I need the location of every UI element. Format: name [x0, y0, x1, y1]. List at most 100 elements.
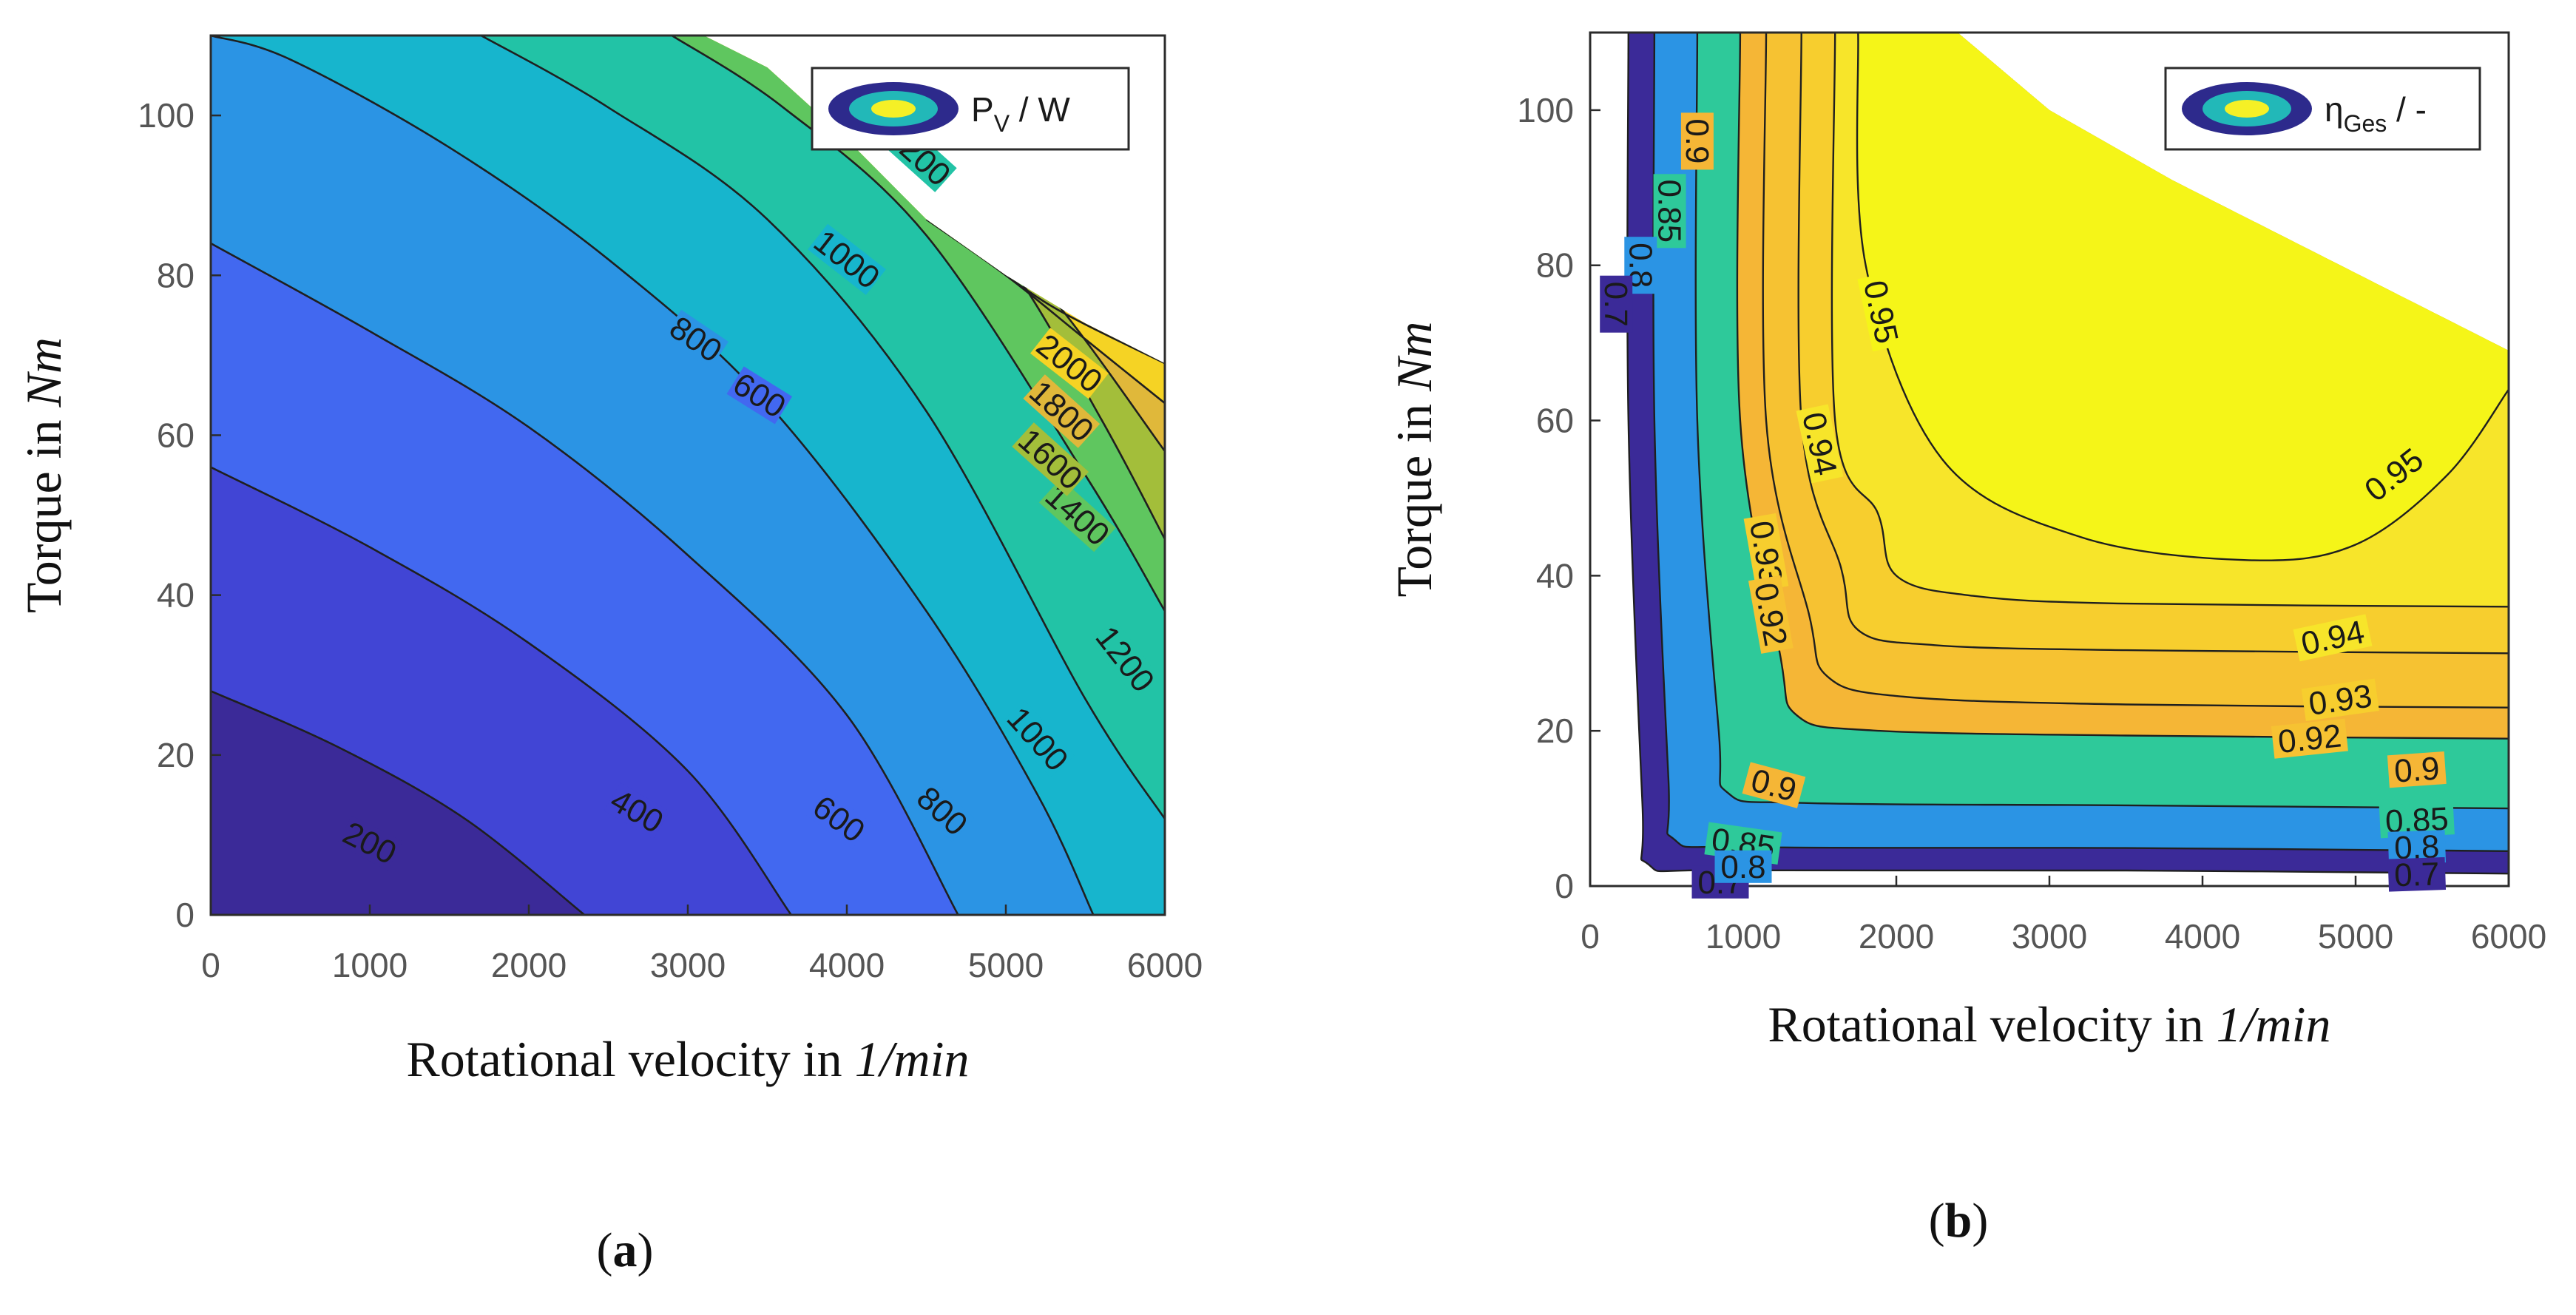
y-tick-label: 20: [157, 736, 195, 774]
contour-label-bg: [604, 782, 670, 839]
contour-line: [1856, 33, 2509, 561]
y-tick-label: 20: [1536, 711, 1574, 750]
x-tick-label: 0: [1581, 917, 1600, 956]
contour-label-bg: [1600, 275, 1633, 333]
contour-label-bg: [910, 780, 975, 842]
panel-label-letter: b: [1945, 1194, 1972, 1248]
contour-label-bg: [1001, 700, 1075, 778]
x-tick-label: 3000: [2012, 917, 2087, 956]
contour-label: 0.8: [1622, 237, 1658, 294]
y-tick-label: 100: [1517, 91, 1574, 129]
legend-symbol-text: P: [971, 90, 994, 129]
legend-subscript: V: [994, 110, 1010, 137]
y-tick-label: 60: [1536, 402, 1574, 440]
x-tick-label: 1000: [332, 946, 408, 984]
contour-label-text: 0.92: [2276, 717, 2343, 760]
contour-line: [211, 690, 586, 915]
x-tick-label: 5000: [968, 946, 1044, 984]
y-tick-label: 40: [157, 576, 195, 615]
contour-line: [1762, 33, 2509, 709]
contour-label-bg: [2387, 751, 2447, 788]
contour-line: [1652, 33, 2509, 852]
x-tick-label: 2000: [1859, 917, 1934, 956]
x-tick-label: 6000: [1127, 946, 1203, 984]
contour-line: [1626, 33, 2509, 875]
contour-label: 0.8: [1714, 849, 1772, 885]
x-tick-label: 1000: [1705, 917, 1781, 956]
panel-label-close: ): [638, 1223, 654, 1277]
legend: PV / W: [811, 67, 1130, 151]
contour-label-bg: [1743, 513, 1789, 592]
contour-label: 0.93: [2301, 677, 2379, 723]
contour-label-bg: [808, 223, 886, 295]
x-tick-label: 4000: [2165, 917, 2240, 956]
contour-band: [211, 691, 585, 915]
contour-label-bg: [1714, 850, 1772, 883]
contour-label-bg: [1030, 328, 1109, 399]
y-tick-label: 80: [1536, 246, 1574, 285]
contour-label-text: 0.9: [2393, 751, 2441, 790]
x-axis-title: Rotational velocity in 1/min: [1768, 996, 2330, 1052]
y-axis-title: Torque in Nm: [1386, 322, 1442, 598]
x-tick-label: 3000: [650, 946, 726, 984]
y-axis-title-unit: Nm: [1386, 322, 1442, 392]
x-tick-label: 0: [201, 946, 220, 984]
panel-label: (b): [1929, 1194, 1989, 1248]
contour-label-bg: [806, 788, 872, 849]
legend-unit: / W: [1010, 90, 1070, 129]
contour-label-text: 0.9: [1679, 118, 1715, 163]
contour-label-bg: [2387, 856, 2447, 892]
legend-ellipse-inner: [871, 100, 916, 118]
legend-label: ηGes / -: [2325, 90, 2427, 137]
contour-label-bg: [1680, 112, 1714, 170]
contour-label: 0.9: [1679, 112, 1715, 170]
contour-ellipse-icon: [2182, 82, 2312, 135]
contour-chart-a: 0 1000 2000 3000 4000 5000 6000020406080100200…: [16, 34, 1203, 1277]
contour-chart-b: 0 1000 2000 3000 4000 5000 6000 0 20 40 60 80 100 0.9…: [1386, 31, 2546, 1248]
contour-line: [1797, 33, 2509, 655]
contour-line: [1830, 33, 2509, 608]
contour-label-bg: [1796, 404, 1844, 484]
contour-label-bg: [2271, 718, 2348, 759]
contour-label-text: 0.7: [1598, 282, 1634, 327]
x-axis-title-unit: 1/min: [855, 1031, 970, 1087]
contour-label-bg: [1653, 174, 1686, 249]
contour-label-bg: [1742, 762, 1806, 808]
legend-unit: / -: [2387, 90, 2427, 129]
panel-label-letter: a: [613, 1223, 638, 1277]
chart-panel-b: 0 1000 2000 3000 4000 5000 6000 0 20 40 60 80 100 0.9…: [1316, 0, 2576, 1315]
contour-label-bg: [1748, 575, 1794, 654]
contour-label-bg: [2379, 802, 2455, 839]
chart-panel-a: 0 1000 2000 3000 4000 5000 6000 0 20 40 60 80 100 200…: [0, 0, 1287, 1315]
contour-label-text: 0.8: [1720, 849, 1765, 885]
panel-label: (a): [597, 1223, 654, 1277]
contour-line: [480, 36, 1165, 820]
plot-area: [1590, 33, 2509, 886]
contour-line: [1736, 33, 2509, 740]
y-axis-title-text: Torque in: [1386, 391, 1442, 598]
y-axis-title-unit: Nm: [16, 337, 72, 408]
panel-label-open: (: [597, 1223, 613, 1277]
x-tick-label: 5000: [2318, 917, 2393, 956]
x-axis-title-text: Rotational velocity in: [1768, 996, 2216, 1052]
contour-label-bg: [2293, 614, 2373, 662]
contour-label: 0.7: [1598, 275, 1634, 333]
contour-label-bg: [1857, 272, 1905, 352]
contour-label: 0.92: [2271, 717, 2348, 760]
y-tick-label: 100: [138, 96, 195, 135]
contour-label-bg: [1624, 237, 1657, 294]
legend-ellipse-inner: [2225, 100, 2269, 118]
contour-label-bg: [2301, 678, 2379, 721]
contour-label-bg: [1012, 422, 1089, 496]
y-axis-title-text: Torque in: [16, 407, 72, 613]
legend: ηGes / -: [2164, 67, 2481, 151]
contour-line: [211, 466, 792, 915]
contour-label-bg: [337, 815, 403, 871]
contour-label-text: 0.7: [2393, 856, 2440, 893]
x-tick-label: 6000: [2471, 917, 2546, 956]
x-tick-label: 2000: [491, 946, 567, 984]
contour-label-bg: [1089, 620, 1161, 699]
contour-line: [211, 242, 959, 915]
legend-label: PV / W: [971, 90, 1070, 137]
panel-label-close: ): [1972, 1194, 1988, 1248]
